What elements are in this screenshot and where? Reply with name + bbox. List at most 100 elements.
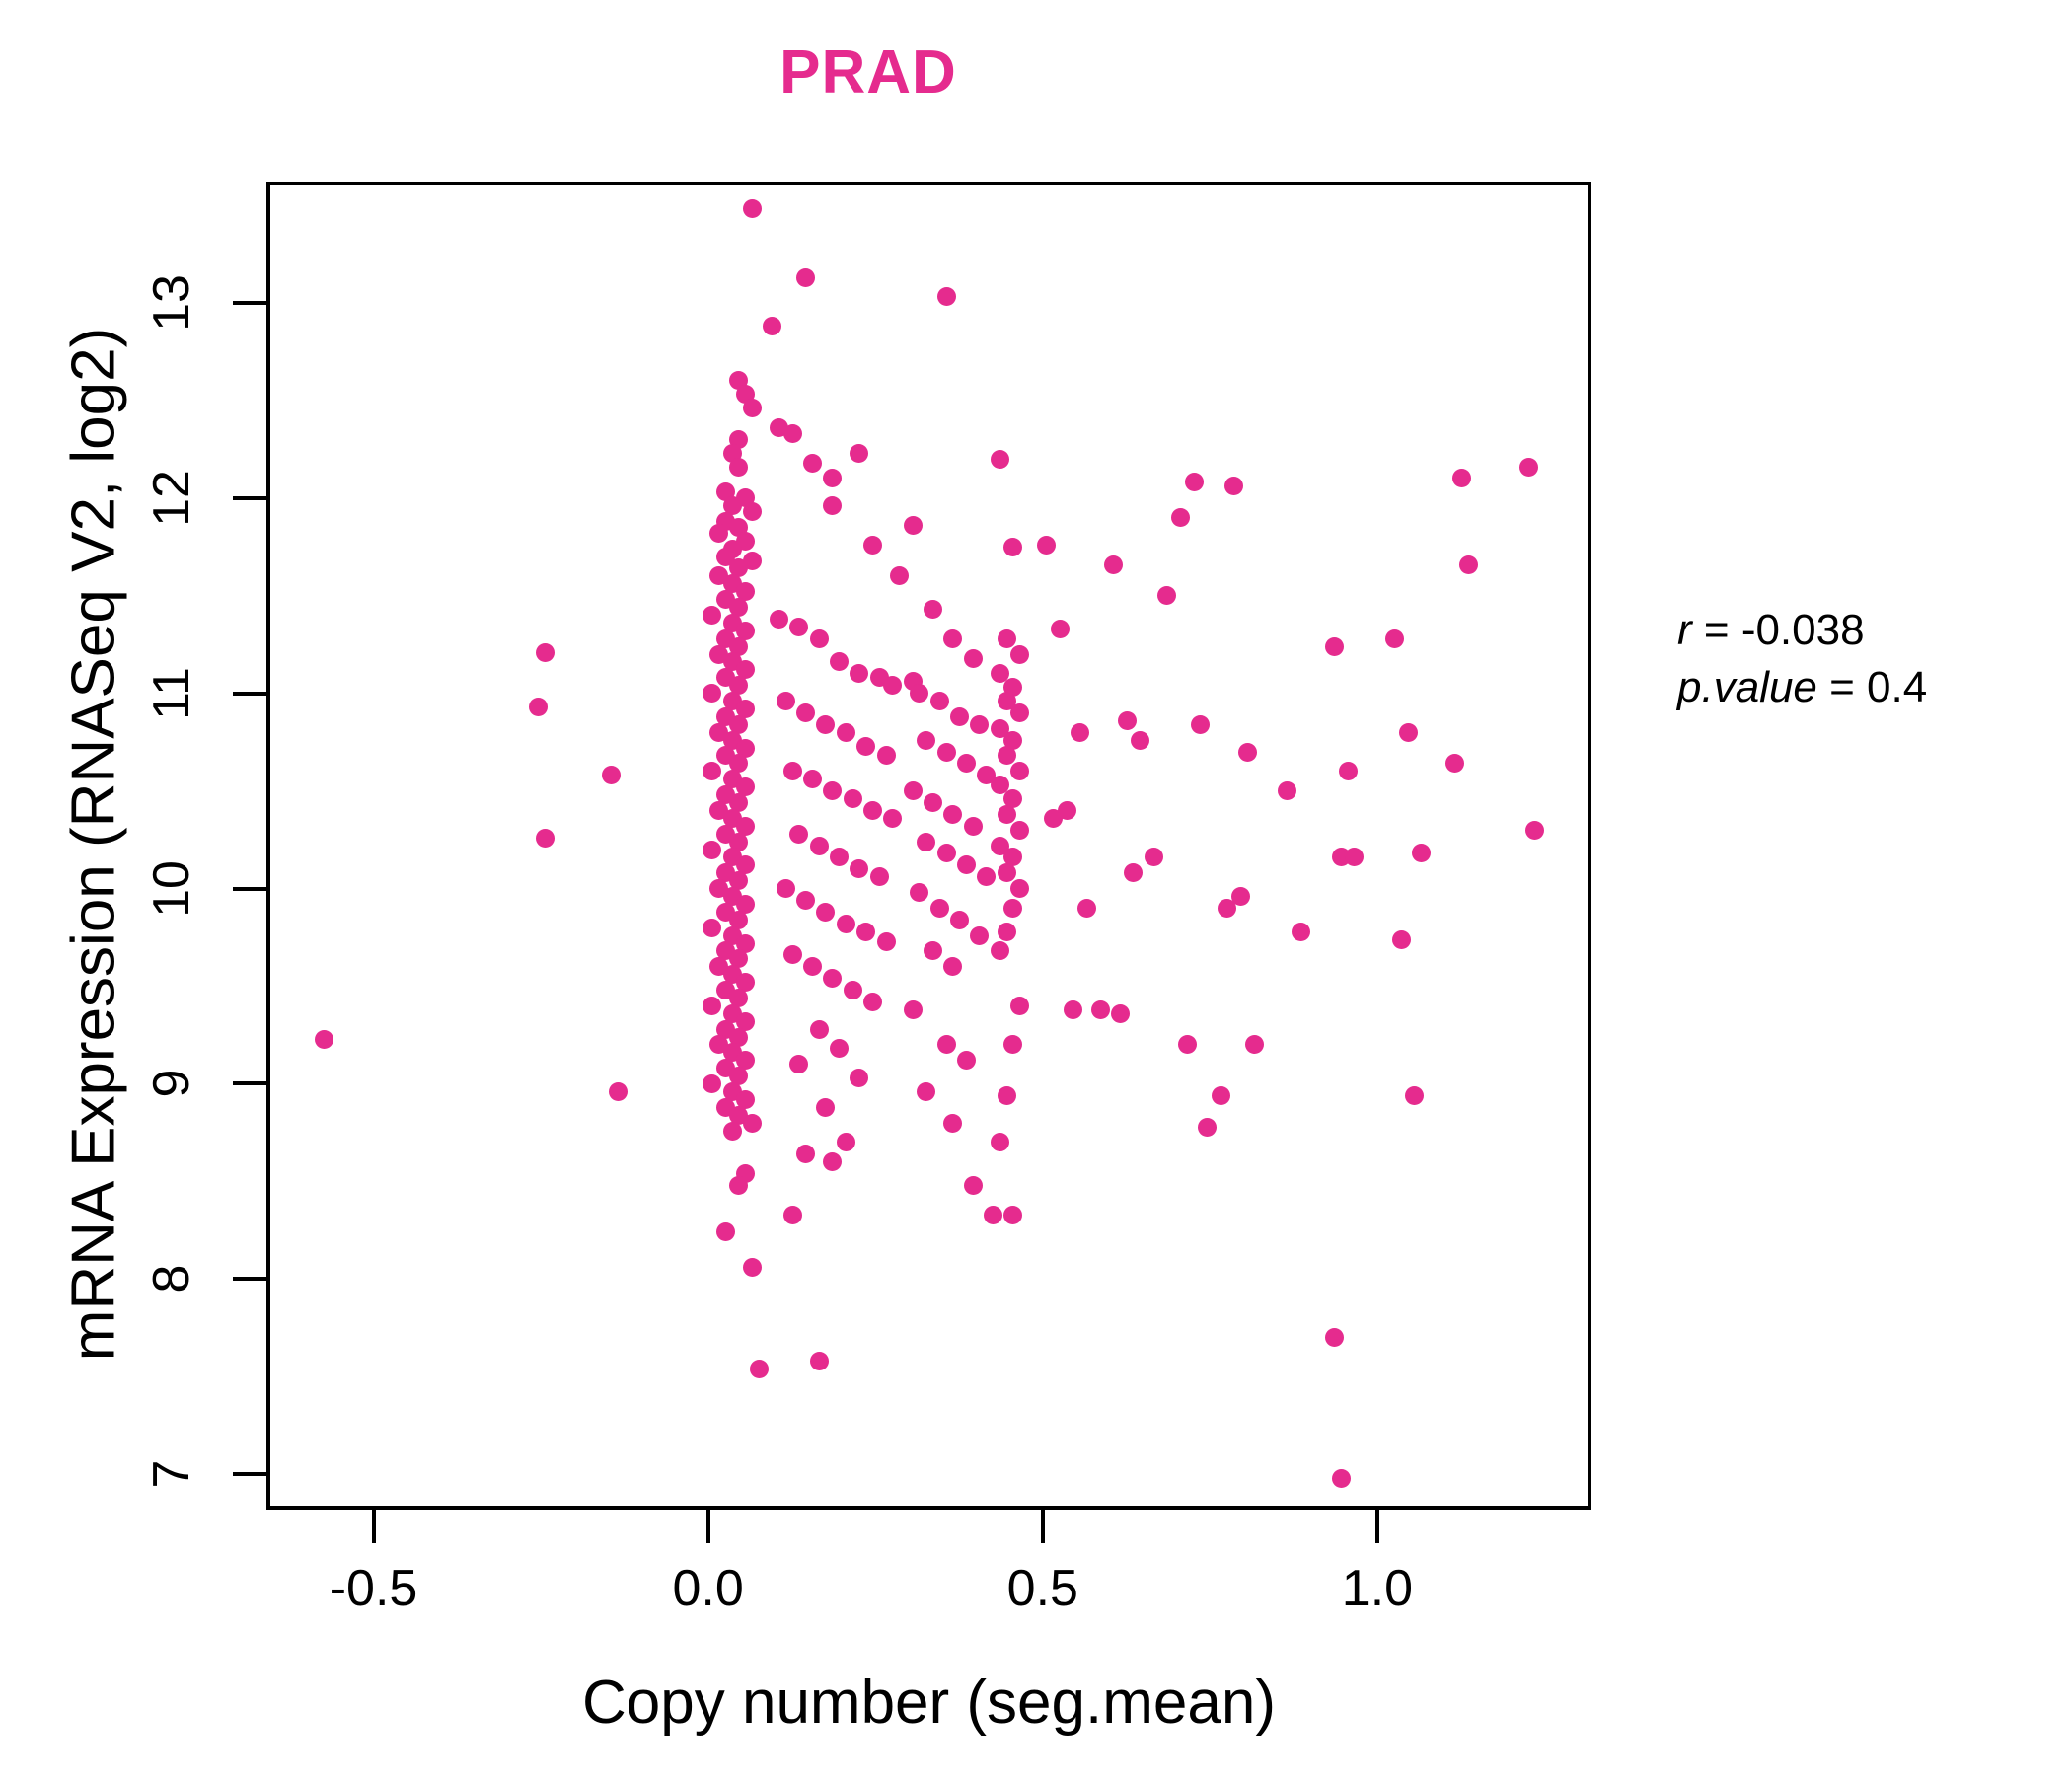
scatter-point xyxy=(950,910,970,929)
scatter-point xyxy=(1010,879,1030,899)
scatter-point xyxy=(823,496,843,516)
p-value: 0.4 xyxy=(1867,663,1928,712)
scatter-point xyxy=(1345,848,1365,867)
scatter-point xyxy=(997,922,1016,941)
pvalue-line: p.value = 0.4 xyxy=(1677,659,1927,716)
scatter-point xyxy=(782,1205,802,1224)
y-axis-tick xyxy=(233,1277,266,1282)
scatter-point xyxy=(769,609,788,629)
scatter-point xyxy=(1117,710,1137,730)
scatter-point xyxy=(823,969,843,989)
plot-area xyxy=(266,182,1591,1510)
scatter-point xyxy=(729,910,749,929)
scatter-point xyxy=(609,1081,629,1101)
scatter-point xyxy=(836,722,855,742)
scatter-point xyxy=(809,1019,829,1039)
scatter-point xyxy=(776,879,795,899)
scatter-point xyxy=(876,931,896,951)
scatter-point xyxy=(823,1152,843,1172)
scatter-point xyxy=(997,629,1016,648)
scatter-point xyxy=(1124,863,1144,883)
x-axis-tick-label: 0.0 xyxy=(672,1560,744,1617)
scatter-point xyxy=(1244,1035,1264,1055)
scatter-point xyxy=(796,1145,816,1164)
scatter-point xyxy=(970,714,990,734)
scatter-point xyxy=(703,684,722,703)
scatter-point xyxy=(749,1360,769,1379)
scatter-point xyxy=(1292,922,1311,941)
scatter-point xyxy=(816,902,836,922)
scatter-point xyxy=(1010,644,1030,664)
y-axis-tick xyxy=(233,300,266,305)
scatter-point xyxy=(903,781,923,801)
scatter-point xyxy=(742,502,762,522)
scatter-point xyxy=(729,949,749,969)
scatter-point xyxy=(802,957,822,977)
scatter-point xyxy=(963,1175,983,1195)
scatter-point xyxy=(1077,898,1096,918)
scatter-point xyxy=(736,777,756,797)
scatter-point xyxy=(763,317,782,336)
scatter-point xyxy=(883,676,903,696)
scatter-point xyxy=(742,1113,762,1133)
scatter-point xyxy=(850,1069,869,1088)
scatter-point xyxy=(956,855,976,875)
scatter-point xyxy=(850,443,869,463)
scatter-point xyxy=(836,914,855,933)
scatter-point xyxy=(997,1085,1016,1105)
scatter-point xyxy=(1412,844,1432,863)
scatter-point xyxy=(535,828,555,848)
scatter-point xyxy=(856,922,876,941)
scatter-point xyxy=(1003,1035,1023,1055)
scatter-point xyxy=(990,664,1009,684)
scatter-point xyxy=(816,1097,836,1117)
scatter-point xyxy=(1037,535,1057,555)
scatter-point xyxy=(830,848,850,867)
scatter-point xyxy=(1331,1468,1351,1488)
y-axis-tick xyxy=(233,691,266,696)
scatter-point xyxy=(736,933,756,953)
scatter-point xyxy=(1324,636,1344,656)
scatter-point xyxy=(862,800,882,820)
scatter-point xyxy=(703,605,722,625)
scatter-point xyxy=(1104,555,1124,574)
scatter-point xyxy=(736,738,756,758)
scatter-point xyxy=(990,1133,1009,1152)
scatter-point xyxy=(729,558,749,578)
scatter-point xyxy=(729,714,749,734)
scatter-point xyxy=(736,1089,756,1109)
scatter-point xyxy=(1131,730,1150,750)
scatter-point xyxy=(1525,820,1545,840)
scatter-point xyxy=(703,918,722,937)
scatter-point xyxy=(1177,1035,1197,1055)
x-axis-tick-label: 1.0 xyxy=(1341,1560,1414,1617)
scatter-point xyxy=(956,1051,976,1071)
scatter-point xyxy=(977,867,997,887)
scatter-point xyxy=(729,676,749,696)
scatter-point xyxy=(742,199,762,219)
scatter-point xyxy=(924,792,942,812)
r-label: r xyxy=(1677,606,1692,654)
scatter-point xyxy=(1218,898,1237,918)
scatter-point xyxy=(990,776,1009,795)
scatter-point xyxy=(736,855,756,875)
scatter-point xyxy=(990,941,1009,961)
scatter-point xyxy=(997,863,1016,883)
scatter-point xyxy=(862,535,882,555)
p-label: p.value xyxy=(1677,663,1817,712)
scatter-point xyxy=(796,267,816,287)
scatter-point xyxy=(1044,808,1064,828)
scatter-point xyxy=(703,762,722,781)
scatter-point xyxy=(910,684,929,703)
y-axis-tick xyxy=(233,495,266,500)
scatter-point xyxy=(929,692,949,711)
scatter-point xyxy=(816,714,836,734)
scatter-point xyxy=(843,789,862,809)
scatter-point xyxy=(809,836,829,855)
r-value: -0.038 xyxy=(1740,606,1865,654)
scatter-point xyxy=(903,999,923,1019)
scatter-point xyxy=(943,957,963,977)
scatter-points-layer xyxy=(270,185,1588,1506)
scatter-point xyxy=(729,598,749,618)
